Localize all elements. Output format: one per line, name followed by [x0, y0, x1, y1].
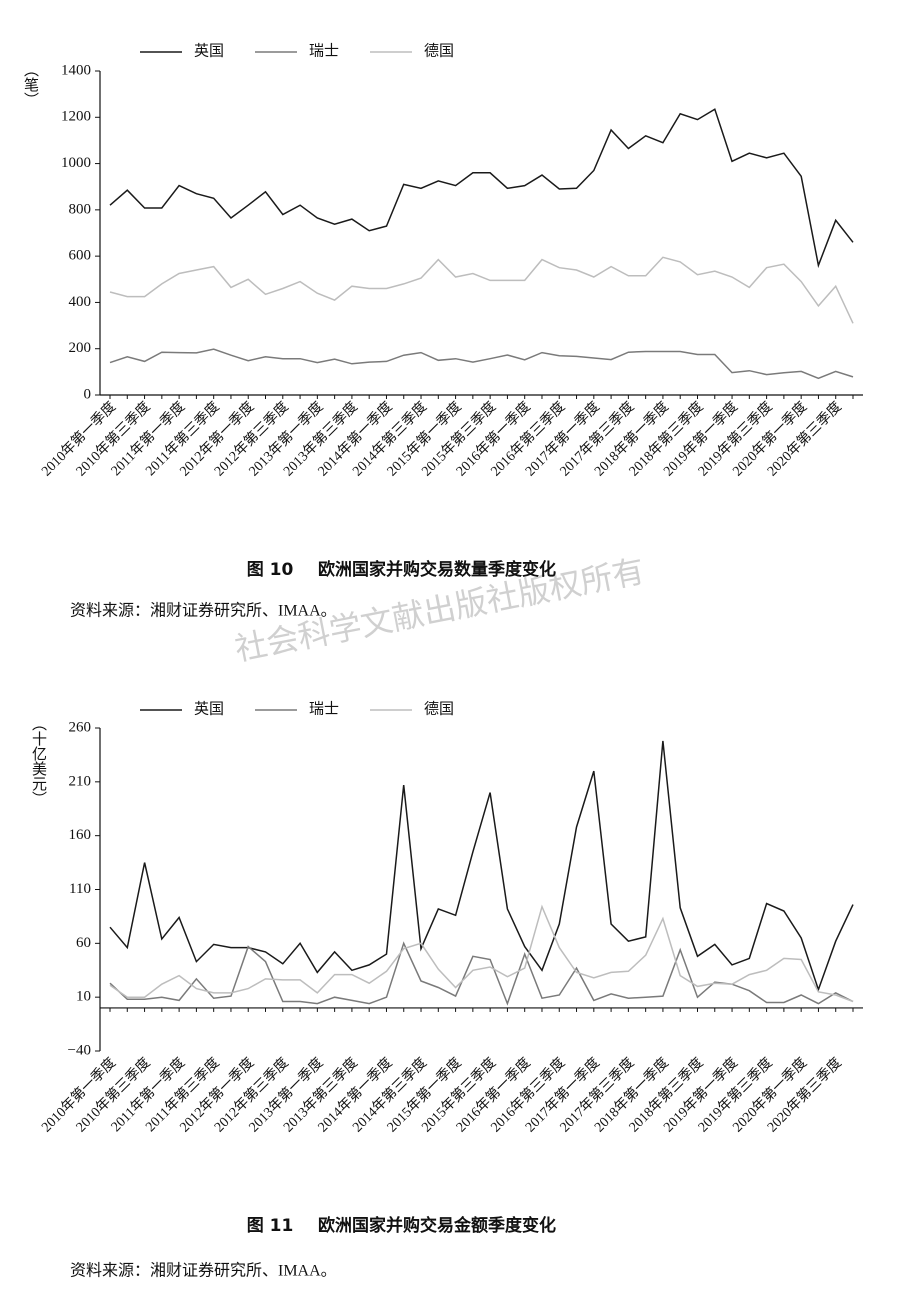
series-line — [109, 941, 854, 1006]
series-line — [109, 904, 854, 1003]
legend-label: 英国 — [194, 699, 224, 717]
y-tick-label: −40 — [68, 1042, 91, 1058]
figure-title: 欧洲国家并购交易金额季度变化 — [318, 1215, 556, 1236]
legend-label: 瑞士 — [309, 700, 339, 717]
y-tick-label: 60 — [76, 935, 91, 951]
figure-source: 资料来源：湘财证券研究所、IMAA。 — [70, 1262, 337, 1280]
y-tick-label: 210 — [69, 773, 92, 789]
y-tick-label: 160 — [69, 827, 92, 843]
y-tick-label: 0 — [84, 386, 92, 402]
series-line — [109, 256, 854, 324]
series-line — [109, 740, 854, 992]
figure-label: 图 10 — [247, 560, 294, 580]
y-tick-label: 400 — [69, 294, 92, 310]
series-line — [109, 108, 854, 269]
legend-label: 德国 — [424, 41, 454, 59]
y-tick-label: 1000 — [61, 155, 91, 171]
figure-title: 欧洲国家并购交易数量季度变化 — [318, 559, 556, 580]
y-tick-label: 200 — [69, 340, 92, 356]
y-tick-label: 1200 — [61, 109, 91, 125]
y-tick-label: 600 — [69, 248, 92, 264]
legend-label: 瑞士 — [309, 42, 339, 59]
y-tick-label: 110 — [69, 881, 91, 897]
y-tick-label: 10 — [76, 989, 91, 1005]
y-tick-label: 800 — [69, 201, 92, 217]
legend-label: 英国 — [194, 41, 224, 59]
y-tick-label: 260 — [69, 719, 92, 735]
figure-source: 资料来源：湘财证券研究所、IMAA。 — [70, 602, 337, 620]
y-tick-label: 1400 — [61, 62, 91, 78]
y-axis-label: （十亿美元） — [30, 716, 47, 806]
y-axis-label: （笔） — [22, 62, 39, 107]
series-line — [109, 348, 854, 380]
figure-label: 图 11 — [247, 1216, 294, 1236]
legend-label: 德国 — [424, 699, 454, 717]
